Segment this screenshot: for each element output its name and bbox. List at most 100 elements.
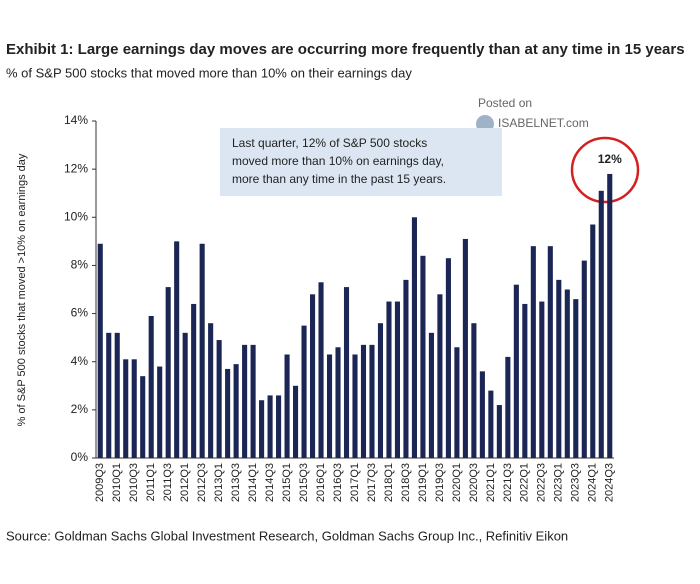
bar — [343, 287, 350, 458]
annotation-line: more than any time in the past 15 years. — [232, 172, 446, 186]
x-tick-label: 2014Q3 — [264, 463, 276, 502]
bar — [377, 323, 384, 458]
x-tick-label: 2012Q1 — [179, 463, 191, 502]
y-tick-label: 4% — [71, 354, 89, 368]
bar — [165, 287, 171, 458]
y-tick-label: 2% — [71, 402, 89, 416]
bar — [454, 347, 460, 458]
bar — [148, 315, 154, 458]
bar — [488, 390, 494, 458]
source: Source: Goldman Sachs Global Investment … — [6, 528, 568, 543]
x-tick-label: 2022Q3 — [536, 463, 548, 502]
bar — [539, 301, 545, 458]
x-tick-label: 2023Q1 — [553, 463, 565, 502]
y-tick-label: 8% — [71, 258, 89, 272]
bar — [97, 243, 103, 458]
bar — [140, 376, 146, 458]
bar — [471, 323, 477, 458]
bar — [309, 294, 316, 458]
bar — [369, 344, 375, 458]
x-tick-label: 2017Q1 — [349, 463, 361, 502]
bar — [225, 368, 231, 458]
x-tick-label: 2017Q3 — [366, 463, 378, 502]
bar — [326, 354, 333, 458]
bar — [293, 385, 299, 458]
bar — [386, 301, 392, 458]
bar — [556, 279, 562, 458]
x-tick-label: 2019Q3 — [434, 463, 446, 502]
bar — [335, 347, 341, 458]
bar — [573, 299, 579, 458]
bar — [174, 241, 180, 458]
x-tick-label: 2013Q1 — [213, 463, 225, 502]
bar — [259, 400, 265, 458]
value-label: 12% — [598, 152, 622, 166]
bar — [437, 294, 443, 458]
x-tick-label: 2011Q1 — [145, 463, 157, 501]
x-tick-label: 2013Q3 — [230, 463, 242, 502]
bar — [106, 332, 112, 458]
y-tick-label: 6% — [71, 306, 89, 320]
bar — [233, 364, 239, 458]
y-tick-label: 10% — [64, 209, 88, 223]
x-tick-label: 2009Q3 — [94, 463, 106, 502]
bar — [590, 224, 596, 458]
bar — [505, 356, 511, 458]
bar — [199, 243, 205, 458]
annotation-line: Last quarter, 12% of S&P 500 stocks — [232, 136, 427, 150]
bar — [157, 366, 163, 458]
bar — [479, 371, 485, 458]
annotation-line: moved more than 10% on earnings day, — [232, 154, 444, 168]
x-tick-label: 2015Q1 — [281, 463, 293, 502]
chart-title: Exhibit 1: Large earnings day moves are … — [6, 41, 685, 58]
x-tick-label: 2024Q3 — [604, 463, 616, 502]
watermark-posted: Posted on — [478, 96, 532, 110]
bar — [352, 354, 358, 458]
bar — [530, 246, 536, 458]
x-tick-label: 2018Q1 — [383, 463, 395, 502]
bar — [496, 405, 502, 458]
x-tick-label: 2023Q3 — [570, 463, 582, 502]
bar — [191, 303, 197, 458]
y-tick-label: 14% — [64, 113, 88, 127]
chart-subtitle: % of S&P 500 stocks that moved more than… — [6, 65, 412, 80]
bar — [360, 344, 367, 458]
bar — [403, 279, 409, 458]
bar — [123, 359, 129, 458]
x-tick-label: 2014Q1 — [247, 463, 259, 502]
bar — [428, 332, 434, 458]
highlight-circle — [570, 136, 640, 204]
x-tick-label: 2016Q3 — [332, 463, 344, 502]
x-tick-label: 2020Q1 — [451, 463, 463, 502]
watermark-site: ISABELNET.com — [498, 116, 589, 130]
x-tick-label: 2011Q3 — [162, 463, 174, 501]
bar — [607, 173, 613, 458]
x-tick-label: 2012Q3 — [196, 463, 208, 502]
bar — [318, 282, 324, 458]
x-tick-label: 2020Q3 — [468, 463, 480, 502]
bar — [242, 344, 248, 458]
bar — [208, 323, 214, 458]
bar — [420, 255, 426, 458]
bar — [284, 354, 290, 458]
bar — [564, 289, 570, 458]
bar — [598, 190, 604, 459]
bar — [462, 238, 468, 458]
x-tick-label: 2021Q3 — [502, 463, 514, 502]
bar — [522, 303, 528, 458]
bar — [394, 301, 401, 458]
bar — [301, 325, 307, 458]
bar — [114, 332, 120, 458]
bar — [131, 359, 137, 458]
bar — [182, 332, 188, 458]
x-tick-label: 2018Q3 — [400, 463, 412, 502]
bar — [547, 246, 553, 458]
x-tick-label: 2015Q3 — [298, 463, 310, 502]
bar — [581, 260, 587, 458]
x-tick-label: 2024Q1 — [587, 463, 599, 502]
bar — [513, 284, 519, 458]
bar — [250, 344, 256, 458]
bar — [276, 395, 282, 458]
